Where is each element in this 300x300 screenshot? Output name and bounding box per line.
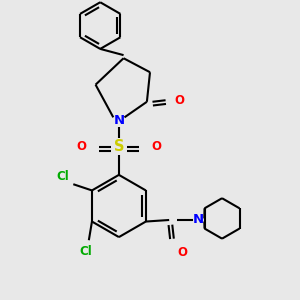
Text: O: O xyxy=(174,94,184,107)
Text: O: O xyxy=(76,140,86,153)
Text: O: O xyxy=(177,246,187,260)
Text: N: N xyxy=(113,114,124,127)
Text: Cl: Cl xyxy=(80,245,92,258)
Text: O: O xyxy=(152,140,162,153)
Text: N: N xyxy=(193,214,204,226)
Text: S: S xyxy=(114,140,124,154)
Text: Cl: Cl xyxy=(56,170,69,183)
